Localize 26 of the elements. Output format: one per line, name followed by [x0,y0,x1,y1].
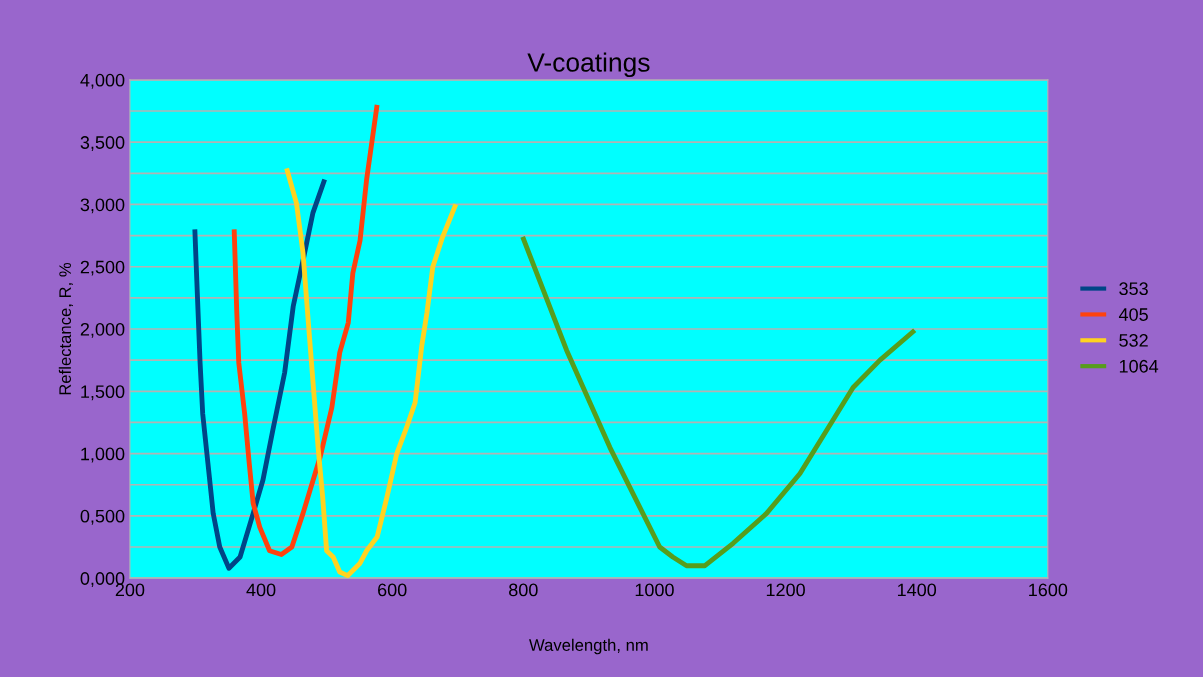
line-series [192,177,328,571]
y-tick-label: 2,500 [80,260,125,276]
x-tick-label: 1600 [1029,583,1068,597]
legend-label: 405 [1118,308,1148,321]
legend-label: 1064 [1119,359,1159,373]
legend-label: 353 [1119,282,1148,296]
x-tick-label: 1000 [635,583,674,597]
y-tick-label: 3,500 [80,136,125,152]
x-tick-label: 1200 [766,583,805,597]
x-tick-label: 400 [246,583,276,597]
x-axis-title: Wavelength, nm [529,638,648,655]
x-tick-label: 600 [378,583,407,597]
y-axis-title: Reflectance, R, % [58,262,73,395]
line-series [284,165,459,579]
x-tick-label: 1400 [897,583,937,597]
y-tick-label: 1,000 [81,447,125,463]
y-tick-label: 4,000 [80,73,125,89]
y-tick-label: 1,500 [81,385,125,401]
chart-title: V-coatings [527,52,650,78]
y-tick-label: 2,000 [80,322,125,338]
y-tick-label: 3,000 [80,198,125,214]
x-tick-label: 800 [509,583,538,597]
line-series [231,102,380,557]
y-tick-label: 0,500 [80,509,125,525]
legend-label: 532 [1119,334,1148,347]
line-series [520,234,918,569]
